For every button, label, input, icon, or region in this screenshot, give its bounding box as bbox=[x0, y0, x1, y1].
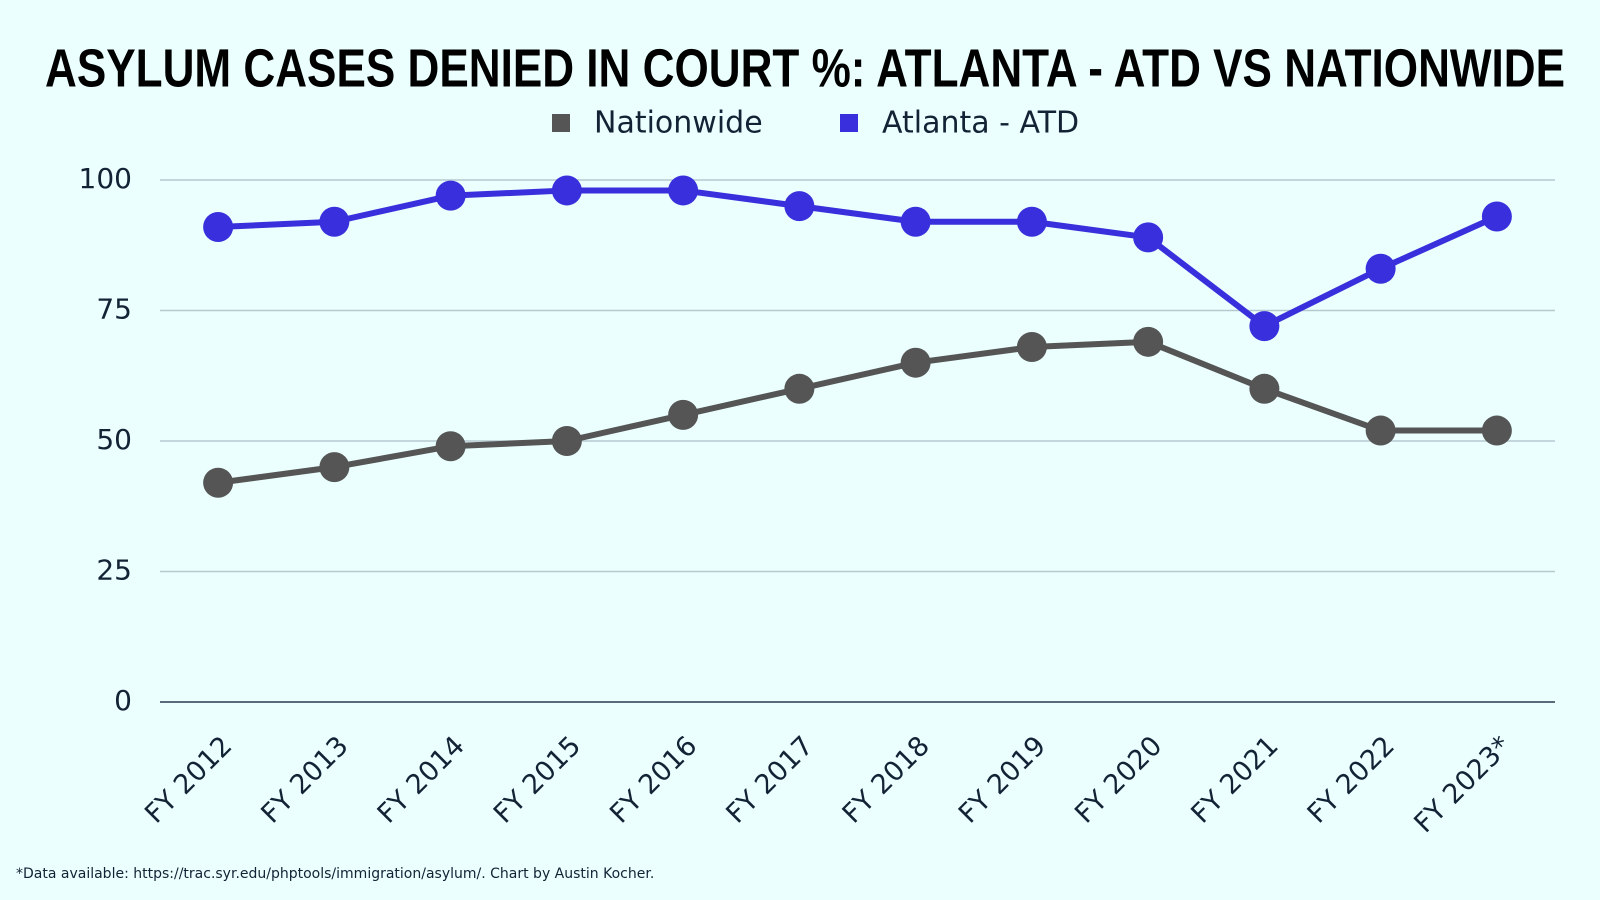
data-point bbox=[668, 399, 699, 430]
legend-marker bbox=[552, 114, 570, 132]
data-point bbox=[668, 175, 699, 206]
data-point bbox=[1133, 326, 1164, 357]
data-point bbox=[1249, 311, 1280, 342]
data-point bbox=[435, 180, 466, 211]
data-point bbox=[551, 175, 582, 206]
data-point bbox=[203, 211, 234, 242]
legend-marker bbox=[840, 114, 858, 132]
y-tick-label: 25 bbox=[96, 554, 132, 587]
data-point bbox=[1249, 373, 1280, 404]
data-point bbox=[319, 206, 350, 237]
data-point bbox=[1365, 253, 1396, 284]
data-point bbox=[319, 452, 350, 483]
legend-label: Atlanta - ATD bbox=[882, 106, 1079, 141]
data-point bbox=[1365, 415, 1396, 446]
chart-title: ASYLUM CASES DENIED IN COURT %: ATLANTA … bbox=[45, 38, 1565, 98]
data-point bbox=[1016, 332, 1047, 363]
series-line bbox=[217, 338, 1497, 486]
y-tick-label: 0 bbox=[114, 684, 132, 717]
data-point bbox=[551, 426, 582, 456]
data-point bbox=[1016, 206, 1047, 237]
data-point bbox=[900, 206, 931, 237]
data-point bbox=[784, 373, 815, 404]
y-tick-label: 75 bbox=[96, 293, 132, 326]
data-point bbox=[435, 431, 466, 462]
data-point bbox=[1481, 415, 1512, 446]
data-point bbox=[900, 347, 931, 378]
data-point bbox=[203, 467, 234, 498]
legend-label: Nationwide bbox=[594, 106, 763, 141]
data-point bbox=[1481, 201, 1512, 232]
y-tick-label: 100 bbox=[79, 162, 132, 195]
y-tick-label: 50 bbox=[96, 423, 132, 456]
data-point bbox=[784, 191, 815, 222]
footnote: *Data available: https://trac.syr.edu/ph… bbox=[16, 866, 654, 882]
data-point bbox=[1133, 222, 1164, 253]
series-line bbox=[217, 187, 1499, 330]
